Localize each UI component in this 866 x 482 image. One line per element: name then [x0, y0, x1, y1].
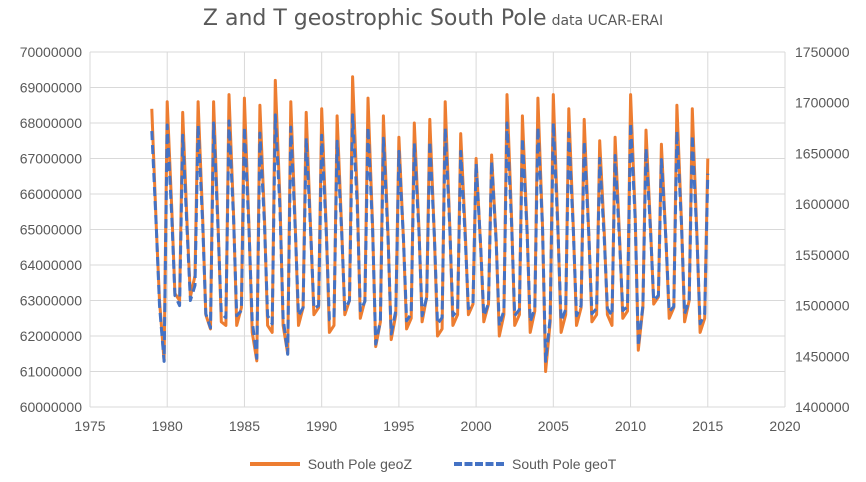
y-right-tick-label: 1400000 — [795, 399, 850, 415]
chart-title: Z and T geostrophic South Pole data UCAR… — [0, 6, 866, 31]
y-left-tick-label: 65000000 — [20, 222, 83, 238]
y-left-tick-label: 68000000 — [20, 115, 83, 131]
x-tick-label: 2000 — [461, 418, 492, 434]
x-tick-label: 1995 — [383, 418, 414, 434]
y-right-tick-label: 1750000 — [795, 44, 850, 60]
series-layer — [150, 75, 710, 373]
legend-swatch-geoz — [249, 462, 300, 466]
chart-title-main: Z and T geostrophic South Pole — [202, 6, 547, 31]
legend: South Pole geoZ South Pole geoT — [0, 456, 866, 472]
legend-item-geoz: South Pole geoZ — [249, 456, 412, 472]
y-left-tick-label: 66000000 — [20, 186, 83, 202]
x-tick-label: 1985 — [229, 418, 260, 434]
right-axis-ticks: 1400000 1450000 1500000 1550000 1600000 16500… — [795, 44, 850, 415]
legend-item-geot: South Pole geoT — [454, 456, 616, 472]
y-right-tick-label: 1700000 — [795, 95, 850, 111]
x-axis-ticks: 1975 1980 1985 1990 1995 2000 2005 2010 2015 2020 — [74, 418, 800, 434]
x-tick-label: 1975 — [74, 418, 105, 434]
y-right-tick-label: 1650000 — [795, 145, 850, 161]
y-left-tick-label: 61000000 — [20, 364, 83, 380]
y-left-tick-label: 60000000 — [20, 399, 83, 415]
series-line-geot — [150, 113, 710, 363]
y-right-tick-label: 1500000 — [795, 298, 850, 314]
y-right-tick-label: 1550000 — [795, 247, 850, 263]
x-tick-label: 1990 — [306, 418, 337, 434]
y-left-tick-label: 62000000 — [20, 328, 83, 344]
x-tick-label: 1980 — [152, 418, 183, 434]
y-left-tick-label: 67000000 — [20, 151, 83, 167]
x-tick-label: 2020 — [769, 418, 800, 434]
y-right-tick-label: 1600000 — [795, 196, 850, 212]
legend-label-geot: South Pole geoT — [512, 456, 617, 472]
left-axis-ticks: 60000000 61000000 62000000 63000000 64000000… — [20, 44, 83, 415]
y-left-tick-label: 64000000 — [20, 257, 83, 273]
chart-subtitle: data UCAR-ERAI — [551, 13, 664, 29]
legend-swatch-geot — [454, 462, 504, 466]
x-tick-label: 2015 — [692, 418, 723, 434]
x-tick-label: 2005 — [538, 418, 569, 434]
x-tick-label: 2010 — [615, 418, 646, 434]
y-right-tick-label: 1450000 — [795, 348, 850, 364]
series-line-geoz — [150, 75, 710, 373]
y-left-tick-label: 70000000 — [20, 44, 83, 60]
y-left-tick-label: 63000000 — [20, 293, 83, 309]
legend-label-geoz: South Pole geoZ — [307, 456, 412, 472]
y-left-tick-label: 69000000 — [20, 80, 83, 96]
